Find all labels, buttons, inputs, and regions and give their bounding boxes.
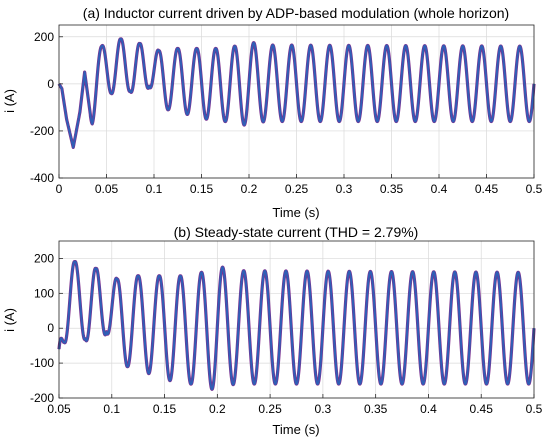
panel-b-ticks: 0.05 0.1 0.15 0.2 0.25 0.3 0.35 0.4 0.45 0.5 -200 -… [30, 251, 543, 416]
panel-b-traces [57, 259, 536, 391]
panel-b-ytick-label: -100 [30, 356, 54, 370]
panel-a-xtick-label: 0.2 [241, 182, 258, 196]
panel-b-xtick-label: 0.5 [526, 402, 543, 416]
panel-a-xtick-label: 0 [56, 182, 63, 196]
panel-b: 0.05 0.1 0.15 0.2 0.25 0.3 0.35 0.4 0.45 0.5 -200 -… [2, 224, 543, 437]
panel-a-title: (a) Inductor current driven by ADP-based… [83, 5, 509, 21]
panel-a-ytick-label: 200 [34, 30, 54, 44]
panel-a-xtick-label: 0.5 [526, 182, 543, 196]
panel-a-traces [57, 37, 536, 149]
panel-b-ylabel: i (A) [2, 308, 17, 332]
panel-b-frame [58, 240, 535, 399]
panel-b-xtick-label: 0.3 [315, 402, 332, 416]
panel-b-ytick-label: -200 [30, 391, 54, 405]
panel-a-xtick-label: 0.25 [285, 182, 309, 196]
panel-a-xtick-label: 0.3 [336, 182, 353, 196]
panel-a-xtick-label: 0.05 [95, 182, 119, 196]
panel-b-xtick-label: 0.25 [258, 402, 282, 416]
panel-b-xtick-label: 0.15 [153, 402, 177, 416]
panel-a-xtick-label: 0.35 [380, 182, 404, 196]
panel-a-ytick-label: 0 [47, 77, 54, 91]
panel-b-xlabel: Time (s) [272, 422, 319, 437]
panel-b-xtick-label: 0.4 [420, 402, 437, 416]
panel-a-series-line [58, 37, 535, 149]
panel-a-ticks: 0 0.05 0.1 0.15 0.2 0.25 0.3 0.35 0.4 0.45 0.5 -400… [30, 30, 543, 196]
panel-a: 0 0.05 0.1 0.15 0.2 0.25 0.3 0.35 0.4 0.45 0.5 -400… [2, 5, 543, 220]
panel-a-xtick-label: 0.15 [190, 182, 214, 196]
panel-a-xtick-label: 0.1 [146, 182, 163, 196]
panel-b-xtick-label: 0.1 [103, 402, 120, 416]
panel-a-xtick-label: 0.4 [431, 182, 448, 196]
panel-a-ylabel: i (A) [2, 89, 17, 113]
panel-a-xlabel: Time (s) [272, 205, 319, 220]
panel-a-ytick-label: -400 [30, 171, 54, 185]
panel-b-series-line [58, 260, 535, 391]
panel-b-xtick-label: 0.45 [470, 402, 494, 416]
panel-b-title: (b) Steady-state current (THD = 2.79%) [174, 224, 419, 240]
panel-b-xtick-label: 0.35 [364, 402, 388, 416]
panel-a-xtick-label: 0.45 [475, 182, 499, 196]
panel-b-xtick-label: 0.05 [47, 402, 71, 416]
panel-b-ytick-label: 200 [34, 251, 54, 265]
panel-a-ytick-label: -200 [30, 124, 54, 138]
panel-b-ytick-label: 100 [34, 286, 54, 300]
panel-b-ytick-label: 0 [47, 321, 54, 335]
panel-b-xtick-label: 0.2 [209, 402, 226, 416]
